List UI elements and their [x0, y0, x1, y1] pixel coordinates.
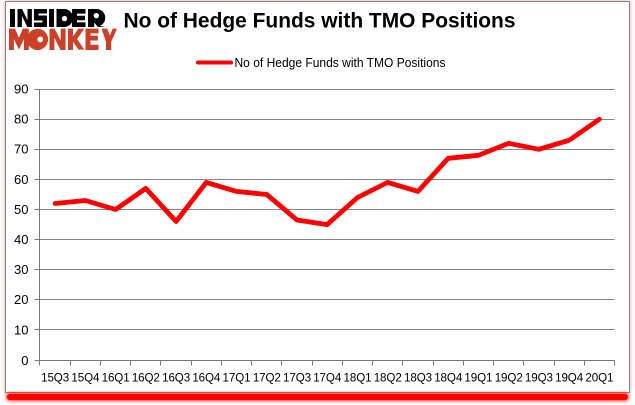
svg-text:30: 30 — [14, 262, 28, 277]
svg-text:20: 20 — [14, 292, 28, 307]
svg-text:17Q4: 17Q4 — [313, 371, 342, 384]
svg-text:15Q3: 15Q3 — [41, 371, 69, 384]
svg-text:No of Hedge Funds with TMO Pos: No of Hedge Funds with TMO Positions — [235, 56, 446, 70]
svg-text:70: 70 — [14, 142, 28, 157]
svg-text:40: 40 — [14, 232, 28, 247]
svg-text:19Q4: 19Q4 — [555, 371, 584, 384]
svg-text:60: 60 — [14, 172, 28, 187]
svg-text:16Q1: 16Q1 — [102, 371, 130, 384]
svg-text:18Q1: 18Q1 — [344, 371, 372, 384]
svg-text:19Q3: 19Q3 — [525, 371, 553, 384]
svg-text:0: 0 — [21, 353, 28, 368]
svg-text:No of Hedge Funds with TMO Pos: No of Hedge Funds with TMO Positions — [124, 10, 516, 33]
svg-text:50: 50 — [14, 202, 28, 217]
svg-text:18Q3: 18Q3 — [404, 371, 432, 384]
svg-text:16Q4: 16Q4 — [192, 371, 221, 384]
svg-text:17Q1: 17Q1 — [223, 371, 251, 384]
svg-text:17Q2: 17Q2 — [253, 371, 281, 384]
svg-text:18Q4: 18Q4 — [434, 371, 463, 384]
svg-text:19Q1: 19Q1 — [464, 371, 492, 384]
svg-text:90: 90 — [14, 82, 28, 97]
svg-text:16Q3: 16Q3 — [162, 371, 190, 384]
svg-text:18Q2: 18Q2 — [374, 371, 402, 384]
svg-text:15Q4: 15Q4 — [71, 371, 100, 384]
svg-text:19Q2: 19Q2 — [495, 371, 523, 384]
svg-text:80: 80 — [14, 112, 28, 127]
svg-text:20Q1: 20Q1 — [585, 371, 613, 384]
svg-text:17Q3: 17Q3 — [283, 371, 311, 384]
svg-text:10: 10 — [14, 322, 28, 337]
svg-text:16Q2: 16Q2 — [132, 371, 160, 384]
